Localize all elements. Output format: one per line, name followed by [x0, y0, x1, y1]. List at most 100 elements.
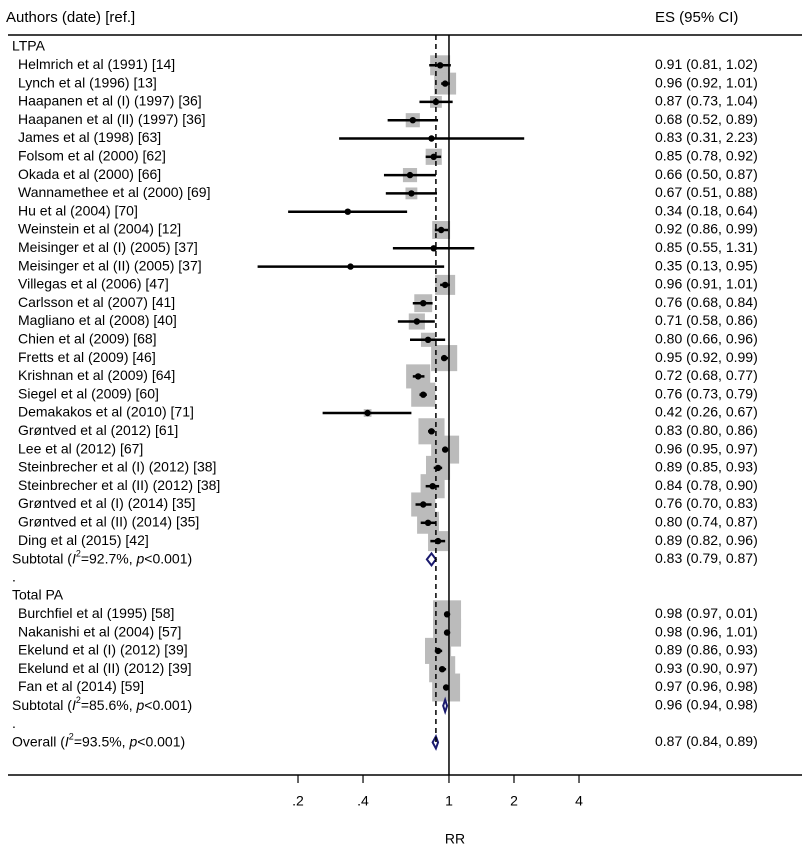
es-label: 0.96 (0.91, 1.01) — [655, 276, 758, 292]
es-label: 0.93 (0.90, 0.97) — [655, 660, 758, 676]
x-tick-label: 2 — [510, 793, 518, 809]
point-estimate — [428, 428, 435, 435]
es-label: 0.76 (0.73, 0.79) — [655, 385, 758, 401]
es-label: 0.66 (0.50, 0.87) — [655, 166, 758, 182]
x-tick-label: 4 — [575, 793, 583, 809]
x-tick-label: .2 — [292, 793, 304, 809]
point-estimate — [438, 666, 446, 673]
label-part: p — [136, 697, 145, 713]
row-label: Grøntved et al (2012) [61] — [18, 422, 178, 438]
es-label: 0.71 (0.58, 0.86) — [655, 312, 758, 328]
point-estimate — [424, 336, 432, 343]
header-right: ES (95% CI) — [655, 9, 738, 26]
row-label: Krishnan et al (2009) [64] — [18, 367, 175, 383]
es-label: 0.96 (0.95, 0.97) — [655, 440, 758, 456]
point-estimate — [420, 391, 427, 398]
row-label: Grøntved et al (II) (2014) [35] — [18, 514, 199, 530]
row-label: Burchfiel et al (1995) [58] — [18, 605, 174, 621]
row-label: Helmrich et al (1991) [14] — [18, 56, 175, 72]
es-label: 0.98 (0.97, 0.01) — [655, 605, 758, 621]
es-label: 0.96 (0.92, 1.01) — [655, 74, 758, 90]
spacer: . — [12, 568, 16, 584]
group-label: LTPA — [12, 38, 46, 54]
label-part: Overall ( — [12, 733, 65, 749]
point-estimate — [347, 263, 354, 270]
row-label: Ekelund et al (II) (2012) [39] — [18, 660, 192, 676]
es-label: 0.85 (0.55, 1.31) — [655, 239, 758, 255]
point-estimate — [409, 117, 416, 124]
pooled-diamond — [431, 733, 440, 751]
row-label: Steinbrecher et al (II) (2012) [38] — [18, 477, 220, 493]
row-label: Magliano et al (2008) [40] — [18, 312, 177, 328]
point-estimate — [441, 281, 449, 289]
row-label: Hu et al (2004) [70] — [18, 202, 138, 218]
plot-marks — [257, 55, 525, 751]
point-estimate — [441, 446, 449, 453]
point-estimate — [420, 501, 427, 508]
point-estimate — [406, 171, 414, 179]
point-estimate — [413, 318, 421, 325]
row-label: Okada et al (2000) [66] — [18, 166, 161, 182]
row-label: Carlsson et al (2007) [41] — [18, 294, 175, 310]
es-label: 0.95 (0.92, 0.99) — [655, 349, 758, 365]
label-part: Subtotal ( — [12, 550, 72, 566]
row-label: Steinbrecher et al (I) (2012) [38] — [18, 459, 216, 475]
group-label: Total PA — [12, 587, 64, 603]
es-label: 0.92 (0.86, 0.99) — [655, 221, 758, 237]
label-part: =93.5%, — [74, 733, 130, 749]
es-label: 0.42 (0.26, 0.67) — [655, 404, 758, 420]
label-part: I — [72, 550, 76, 566]
es-label: 0.97 (0.96, 0.98) — [655, 678, 758, 694]
pooled-diamond — [425, 551, 438, 568]
point-estimate — [428, 135, 435, 142]
es-label: 0.76 (0.68, 0.84) — [655, 294, 758, 310]
row-label: Siegel et al (2009) [60] — [18, 385, 159, 401]
point-estimate — [437, 226, 445, 234]
row-label: Villegas et al (2006) [47] — [18, 276, 169, 292]
label-part: I — [72, 697, 76, 713]
es-label: 0.91 (0.81, 1.02) — [655, 56, 758, 72]
es-label: 0.35 (0.13, 0.95) — [655, 257, 758, 273]
x-axis-label: RR — [445, 831, 465, 847]
es-label: 0.98 (0.96, 1.01) — [655, 623, 758, 639]
point-estimate — [344, 208, 351, 215]
label-part: 2 — [76, 695, 81, 705]
point-estimate — [420, 300, 427, 307]
point-estimate — [424, 519, 432, 526]
point-estimate — [436, 62, 444, 69]
point-estimate — [364, 409, 371, 417]
label-part: 2 — [76, 549, 81, 559]
row-label: Wannamethee et al (2000) [69] — [18, 184, 211, 200]
row-label: Ding et al (2015) [42] — [18, 532, 149, 548]
spacer: . — [12, 715, 16, 731]
row-label: Haapanen et al (II) (1997) [36] — [18, 111, 206, 127]
header-left: Authors (date) [ref.] — [6, 9, 135, 26]
label-part: =85.6%, — [81, 697, 137, 713]
row-label: Lynch et al (1996) [13] — [18, 74, 157, 90]
es-label: 0.87 (0.73, 1.04) — [655, 93, 758, 109]
es-label: 0.96 (0.94, 0.98) — [655, 697, 758, 713]
es-label: 0.67 (0.51, 0.88) — [655, 184, 758, 200]
row-label: Meisinger et al (I) (2005) [37] — [18, 239, 198, 255]
point-estimate — [408, 190, 415, 197]
es-label: 0.72 (0.68, 0.77) — [655, 367, 758, 383]
point-estimate — [442, 684, 450, 691]
x-tick-label: .4 — [357, 793, 369, 809]
es-label: 0.85 (0.78, 0.92) — [655, 148, 758, 164]
row-label: Weinstein et al (2004) [12] — [18, 221, 181, 237]
label-part: 2 — [69, 732, 74, 742]
es-label: 0.83 (0.80, 0.86) — [655, 422, 758, 438]
row-label: Folsom et al (2000) [62] — [18, 148, 166, 164]
label-part: =92.7%, — [81, 550, 137, 566]
row-label: Lee et al (2012) [67] — [18, 440, 143, 456]
label-part: <0.001) — [144, 550, 192, 566]
label-part: <0.001) — [144, 697, 192, 713]
row-label: Ekelund et al (I) (2012) [39] — [18, 642, 188, 658]
label-part: <0.001) — [137, 733, 185, 749]
point-estimate — [441, 80, 449, 87]
label-part: p — [136, 550, 145, 566]
row-label: James et al (1998) [63] — [18, 129, 161, 145]
es-label: 0.34 (0.18, 0.64) — [655, 202, 758, 218]
es-label: 0.84 (0.78, 0.90) — [655, 477, 758, 493]
